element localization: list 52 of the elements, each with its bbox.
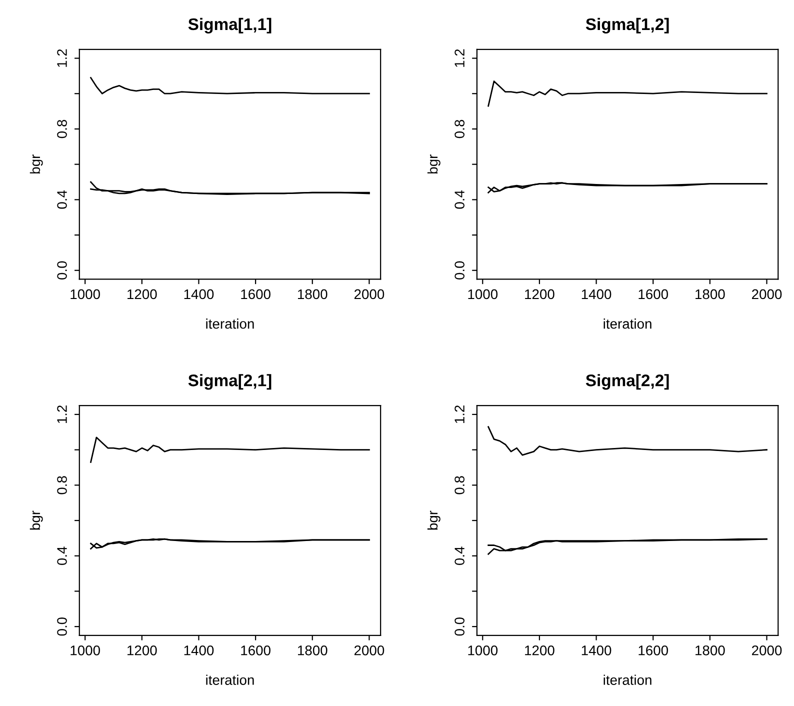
y-tick-label: 1.2: [57, 405, 67, 424]
y-tick-label: 0.4: [57, 546, 67, 565]
y-axis-title: bgr: [427, 510, 440, 530]
y-tick-label: 0.0: [57, 617, 67, 636]
x-tick-label: 1200: [128, 289, 157, 300]
y-axis-title: bgr: [427, 154, 440, 174]
y-axis-title: bgr: [30, 154, 43, 174]
x-tick-label: 1600: [638, 289, 668, 300]
x-tick-label: 1600: [241, 289, 270, 300]
x-tick-label: 1000: [468, 645, 498, 656]
y-tick-label: 0.8: [57, 120, 67, 138]
y-tick-label: 1.2: [454, 49, 464, 67]
chart-title: Sigma[1,1]: [188, 18, 272, 34]
y-tick-label: 0.4: [454, 546, 464, 565]
y-tick-label: 0.4: [57, 190, 67, 209]
x-tick-label: 1800: [298, 289, 328, 300]
x-tick-label: 1200: [525, 645, 554, 656]
y-tick-label: 1.2: [454, 405, 464, 424]
x-axis-title: iteration: [206, 318, 254, 329]
chart-title: Sigma[1,2]: [586, 18, 669, 34]
x-tick-label: 1200: [128, 645, 157, 656]
y-tick-label: 0.8: [454, 476, 464, 494]
x-tick-label: 1400: [582, 289, 612, 300]
x-tick-label: 1400: [582, 645, 612, 656]
x-axis-title: iteration: [604, 674, 652, 685]
x-axis-title: iteration: [206, 674, 254, 685]
x-tick-label: 1000: [468, 289, 498, 300]
x-tick-label: 2000: [752, 645, 782, 656]
x-tick-label: 1800: [298, 645, 328, 656]
y-tick-label: 0.4: [454, 190, 464, 209]
x-tick-label: 1800: [696, 289, 725, 300]
x-tick-label: 1400: [184, 289, 214, 300]
chart-title: Sigma[2,2]: [586, 374, 669, 390]
x-tick-label: 1000: [70, 289, 100, 300]
x-tick-label: 2000: [752, 289, 782, 300]
x-axis-title: iteration: [604, 318, 652, 329]
y-tick-label: 1.2: [57, 49, 67, 67]
y-tick-label: 0.0: [454, 261, 464, 280]
y-tick-label: 0.0: [454, 617, 464, 636]
x-tick-label: 1400: [184, 645, 214, 656]
y-tick-label: 0.0: [57, 261, 67, 280]
x-tick-label: 2000: [354, 645, 384, 656]
chart-title: Sigma[2,1]: [188, 374, 272, 390]
x-tick-label: 1000: [70, 645, 100, 656]
y-tick-label: 0.8: [57, 476, 67, 494]
x-tick-label: 1600: [638, 645, 668, 656]
x-tick-label: 2000: [354, 289, 384, 300]
y-tick-label: 0.8: [454, 120, 464, 138]
x-tick-label: 1800: [696, 645, 725, 656]
x-tick-label: 1600: [241, 645, 270, 656]
x-tick-label: 1200: [525, 289, 554, 300]
y-axis-title: bgr: [30, 510, 43, 530]
